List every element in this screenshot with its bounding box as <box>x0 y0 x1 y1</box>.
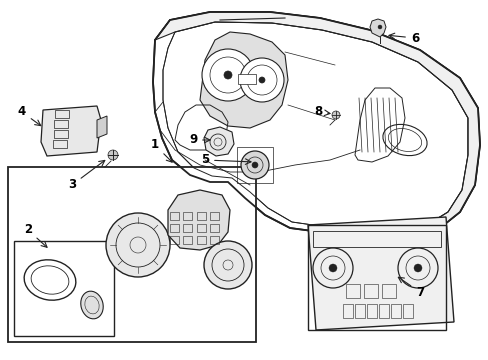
Polygon shape <box>168 190 229 250</box>
Bar <box>342 304 352 318</box>
Circle shape <box>106 213 170 277</box>
Circle shape <box>251 162 258 168</box>
Circle shape <box>377 25 381 29</box>
Bar <box>312 231 440 247</box>
Bar <box>197 236 205 244</box>
Bar <box>402 304 412 318</box>
Bar <box>238 74 256 84</box>
Bar <box>183 224 192 232</box>
Polygon shape <box>369 19 385 37</box>
Circle shape <box>108 150 118 160</box>
Circle shape <box>259 77 264 83</box>
Text: 3: 3 <box>68 161 104 192</box>
Bar <box>54 110 68 118</box>
Text: 6: 6 <box>388 31 418 45</box>
Text: 4: 4 <box>18 105 41 126</box>
Polygon shape <box>203 127 234 156</box>
Polygon shape <box>97 116 107 138</box>
Bar <box>183 236 192 244</box>
Circle shape <box>240 58 284 102</box>
Circle shape <box>241 151 268 179</box>
Polygon shape <box>200 32 287 128</box>
Bar <box>378 304 388 318</box>
Text: 7: 7 <box>398 277 423 298</box>
Bar <box>209 236 219 244</box>
Bar <box>237 147 272 183</box>
Bar <box>8 167 256 342</box>
Bar <box>197 212 205 220</box>
Bar <box>307 225 445 330</box>
Circle shape <box>202 49 253 101</box>
Bar <box>354 304 364 318</box>
Bar <box>381 284 395 298</box>
Bar <box>209 212 219 220</box>
Bar <box>366 304 376 318</box>
Bar <box>53 130 67 138</box>
Bar <box>363 284 377 298</box>
Circle shape <box>328 264 336 272</box>
Bar <box>197 224 205 232</box>
Bar <box>53 140 67 148</box>
Circle shape <box>224 71 231 79</box>
Bar <box>14 241 114 336</box>
Polygon shape <box>307 217 453 330</box>
Text: 9: 9 <box>188 134 209 147</box>
Bar <box>170 224 179 232</box>
Bar <box>390 304 400 318</box>
Bar <box>183 212 192 220</box>
Circle shape <box>331 111 339 119</box>
Circle shape <box>203 241 251 289</box>
Bar <box>54 120 68 128</box>
Text: 8: 8 <box>313 105 329 118</box>
Polygon shape <box>153 12 479 242</box>
Bar <box>170 212 179 220</box>
Text: 1: 1 <box>151 139 172 162</box>
Bar <box>170 236 179 244</box>
Bar <box>209 224 219 232</box>
Polygon shape <box>41 106 101 156</box>
Text: 5: 5 <box>201 153 250 166</box>
Ellipse shape <box>81 291 103 319</box>
Polygon shape <box>155 12 479 242</box>
Text: 2: 2 <box>24 224 47 247</box>
Circle shape <box>413 264 421 272</box>
Bar <box>346 284 359 298</box>
